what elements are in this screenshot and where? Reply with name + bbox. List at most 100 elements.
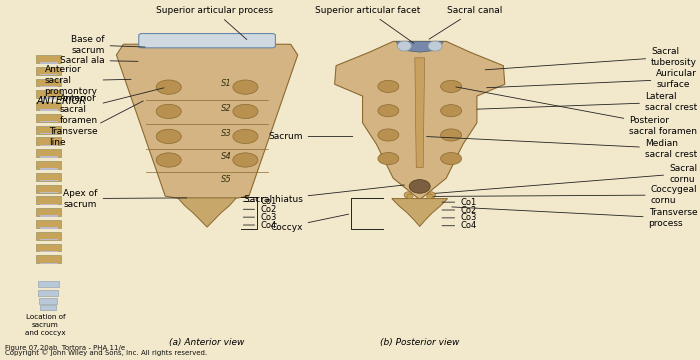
Bar [40, 239, 58, 240]
Polygon shape [396, 41, 443, 52]
Text: Co1: Co1 [442, 198, 477, 207]
Bar [40, 305, 57, 310]
Text: Co4: Co4 [442, 221, 477, 230]
Ellipse shape [156, 153, 181, 167]
Ellipse shape [428, 192, 435, 198]
Bar [36, 90, 62, 98]
Text: Sacral hiatus: Sacral hiatus [244, 185, 405, 204]
Text: Sacrum: Sacrum [268, 132, 353, 141]
Text: Lateral
sacral crest: Lateral sacral crest [477, 92, 697, 112]
Ellipse shape [156, 80, 181, 94]
Ellipse shape [407, 194, 413, 199]
Text: Anterior
sacral
promontory: Anterior sacral promontory [45, 65, 131, 96]
Ellipse shape [156, 104, 181, 118]
Bar [36, 55, 62, 63]
Polygon shape [392, 199, 447, 226]
Text: Sacral
tuberosity: Sacral tuberosity [485, 47, 697, 70]
Bar [40, 251, 58, 252]
Bar [40, 215, 58, 217]
Ellipse shape [156, 129, 181, 144]
Text: (a) Anterior view: (a) Anterior view [169, 338, 245, 347]
Bar [36, 185, 62, 193]
Bar [36, 220, 62, 228]
Bar [40, 62, 58, 64]
Text: S5: S5 [221, 175, 232, 184]
Ellipse shape [440, 80, 461, 93]
Ellipse shape [440, 153, 461, 165]
Text: Co3: Co3 [442, 213, 477, 222]
Text: Auricular
surface: Auricular surface [486, 69, 697, 89]
Bar [40, 121, 58, 122]
Bar [36, 197, 62, 204]
Bar [36, 78, 62, 86]
Bar [36, 255, 62, 263]
Text: Co2: Co2 [244, 205, 276, 214]
Bar [36, 102, 62, 110]
Text: S4: S4 [221, 152, 232, 161]
Text: Anterior
sacral
foramen: Anterior sacral foramen [60, 88, 164, 125]
Bar [36, 173, 62, 181]
Bar [40, 109, 58, 111]
Text: Sacral canal: Sacral canal [429, 6, 502, 39]
Ellipse shape [426, 194, 433, 199]
Text: S2: S2 [221, 104, 232, 113]
Bar [36, 67, 62, 75]
Text: Transverse
process: Transverse process [452, 207, 697, 228]
Ellipse shape [404, 192, 412, 198]
Bar [39, 298, 57, 304]
Text: Median
sacral crest: Median sacral crest [427, 136, 697, 159]
Text: Posterior
sacral foramen: Posterior sacral foramen [456, 87, 697, 136]
Ellipse shape [410, 180, 430, 193]
Bar [36, 126, 62, 134]
Polygon shape [415, 58, 425, 167]
Polygon shape [178, 198, 237, 227]
Ellipse shape [440, 105, 461, 117]
Ellipse shape [233, 104, 258, 118]
Text: Co3: Co3 [244, 213, 276, 222]
Bar [36, 114, 62, 122]
Text: Coccyx: Coccyx [270, 214, 349, 231]
Text: Base of
sacrum: Base of sacrum [71, 35, 145, 55]
Bar [40, 203, 58, 205]
Text: Sacral ala: Sacral ala [60, 56, 138, 65]
Bar [40, 262, 58, 264]
Text: Sacral
cornu: Sacral cornu [435, 163, 697, 193]
Ellipse shape [378, 105, 399, 117]
Ellipse shape [378, 153, 399, 165]
Text: Coccygeal
cornu: Coccygeal cornu [434, 185, 697, 205]
Bar [36, 138, 62, 145]
Text: Superior articular facet: Superior articular facet [315, 6, 420, 43]
Text: Copyright © John Wiley and Sons, Inc. All rights reserved.: Copyright © John Wiley and Sons, Inc. Al… [5, 349, 207, 356]
Ellipse shape [440, 129, 461, 141]
Polygon shape [116, 44, 298, 203]
Text: S1: S1 [221, 79, 232, 88]
Ellipse shape [428, 41, 442, 51]
Bar [40, 192, 58, 193]
Bar [36, 232, 62, 240]
Text: (b) Posterior view: (b) Posterior view [380, 338, 459, 347]
Bar [40, 74, 58, 75]
Ellipse shape [398, 41, 412, 51]
Bar [40, 145, 58, 146]
Bar [40, 227, 58, 229]
Ellipse shape [378, 80, 399, 93]
Bar [38, 282, 59, 287]
Bar [38, 291, 58, 296]
Text: S3: S3 [221, 129, 232, 138]
Bar [40, 133, 58, 134]
Polygon shape [335, 41, 505, 200]
Text: Superior articular process: Superior articular process [155, 6, 272, 40]
Text: ANTERIOR: ANTERIOR [36, 96, 86, 107]
Text: Co2: Co2 [442, 206, 477, 215]
Bar [36, 149, 62, 157]
Text: Apex of
sacrum: Apex of sacrum [63, 189, 187, 209]
Bar [40, 98, 58, 99]
Text: Co4: Co4 [244, 221, 276, 230]
FancyBboxPatch shape [139, 33, 275, 48]
Bar [40, 157, 58, 158]
Ellipse shape [233, 129, 258, 144]
Text: Transverse
line: Transverse line [49, 101, 144, 147]
Text: Location of
sacrum
and coccyx: Location of sacrum and coccyx [25, 314, 66, 336]
Bar [36, 161, 62, 169]
Ellipse shape [233, 153, 258, 167]
